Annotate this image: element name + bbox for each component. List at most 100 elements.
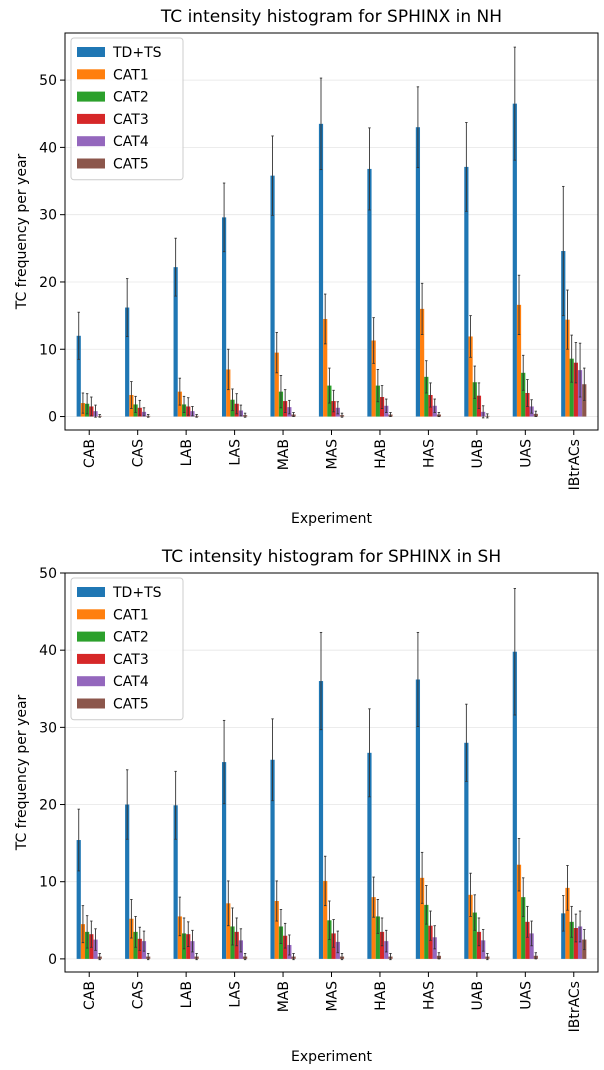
- legend-swatch: [77, 587, 105, 597]
- x-tick-label: IBtrACs: [567, 981, 583, 1032]
- chart-panel-2: 0 10 20 30 40 50 CAB CAS LAB LAS MAB MAS HAB HAS UAB UA…: [14, 547, 599, 1065]
- bar-td-ts-hab: [367, 752, 372, 959]
- bar-cat1-mas: [323, 318, 328, 417]
- legend-label: CAT1: [113, 607, 149, 623]
- legend-swatch: [77, 698, 105, 709]
- x-tick-label: LAS: [228, 439, 244, 466]
- bar-td-ts-lab: [173, 805, 178, 959]
- y-tick-label: 20: [39, 275, 57, 291]
- y-tick-label: 0: [48, 410, 57, 426]
- y-tick-label: 10: [39, 875, 57, 891]
- bar-cat1-lab: [177, 916, 182, 959]
- legend-swatch: [77, 158, 105, 169]
- x-tick-label: UAB: [470, 981, 486, 1010]
- bar-cat2-uab: [472, 912, 477, 959]
- legend-swatch: [77, 136, 105, 147]
- bar-cat1-uas: [516, 864, 522, 959]
- bar-td-ts-uab: [464, 742, 469, 959]
- bar-cat3-has: [428, 925, 433, 959]
- bar-td-ts-uas: [512, 103, 517, 417]
- legend-swatch: [77, 47, 105, 57]
- bar-td-ts-uab: [464, 166, 469, 417]
- bar-cat1-mas: [323, 880, 328, 959]
- bar-cat1-mab: [274, 900, 279, 959]
- bar-td-ts-cas: [125, 804, 130, 959]
- chart-title: TC intensity histogram for SPHINX in SH: [161, 547, 501, 567]
- legend-swatch: [77, 631, 105, 642]
- x-tick-label: MAB: [276, 981, 292, 1012]
- bar-cat2-hab: [375, 916, 380, 959]
- legend-swatch: [77, 609, 105, 620]
- chart-panel-1: 0 10 20 30 40 50 CAB CAS LAB LAS MAB MAS HAB HAS UAB UA…: [14, 7, 599, 527]
- bar-td-ts-cab: [76, 335, 81, 417]
- bar-cat3-uas: [525, 921, 530, 959]
- bar-td-ts-mas: [318, 681, 324, 959]
- bar-cat1-has: [420, 877, 425, 959]
- y-tick-label: 10: [39, 342, 57, 358]
- legend-swatch: [77, 113, 105, 124]
- bar-cat1-mab: [274, 352, 279, 417]
- bar-cat1-las: [226, 369, 231, 417]
- legend-label: CAT4: [113, 134, 149, 150]
- bar-cat1-hab: [371, 897, 376, 959]
- bar-cat1-hab: [371, 340, 376, 417]
- bar-td-ts-las: [221, 217, 227, 417]
- bar-cat2-has: [424, 904, 429, 959]
- legend-label: CAT3: [113, 112, 149, 128]
- y-tick-label: 20: [39, 798, 57, 814]
- bar-cat3-ibtracs: [573, 362, 578, 417]
- y-tick-label: 50: [39, 566, 57, 582]
- legend-swatch: [77, 653, 105, 664]
- bar-cat2-uas: [521, 372, 526, 417]
- bar-td-ts-ibtracs: [561, 251, 566, 417]
- bar-cat2-ibtracs: [569, 921, 574, 959]
- bar-td-ts-uas: [512, 651, 517, 959]
- y-tick-label: 50: [39, 73, 57, 89]
- legend: TD+TS CAT1 CAT2 CAT3 CAT4 CAT5: [70, 37, 184, 181]
- bar-td-ts-ibtracs: [561, 913, 566, 959]
- x-tick-label: UAS: [518, 981, 534, 1010]
- x-tick-label: CAB: [82, 981, 98, 1010]
- bar-td-ts-has: [415, 679, 421, 959]
- x-tick-label: UAB: [470, 439, 486, 468]
- bar-td-ts-cab: [76, 840, 81, 959]
- bar-cat4-ibtracs: [577, 926, 583, 959]
- legend-swatch: [77, 676, 105, 687]
- x-tick-label: CAB: [82, 439, 98, 468]
- bar-td-ts-mab: [270, 759, 275, 959]
- bar-cat1-cas: [129, 918, 134, 959]
- legend-label: CAT4: [113, 674, 149, 690]
- legend-label: CAT2: [113, 630, 149, 646]
- y-tick-label: 30: [39, 720, 57, 736]
- x-axis-label: Experiment: [291, 1049, 372, 1065]
- x-tick-label: HAS: [421, 439, 437, 468]
- y-axis-label: TC frequency per year: [14, 153, 30, 310]
- y-tick-label: 40: [39, 643, 57, 659]
- bar-cat1-uab: [468, 336, 473, 417]
- bar-td-ts-mab: [270, 175, 275, 417]
- x-tick-label: CAS: [131, 439, 147, 467]
- bar-td-ts-has: [415, 127, 421, 417]
- bar-cat1-ibtracs: [565, 319, 570, 417]
- x-tick-label: HAB: [373, 981, 389, 1011]
- bar-cat1-las: [226, 903, 231, 959]
- y-tick-label: 0: [48, 952, 57, 968]
- legend-label: CAT3: [113, 652, 149, 668]
- bar-td-ts-cas: [125, 307, 130, 417]
- legend-swatch: [77, 69, 105, 80]
- legend-label: CAT5: [113, 157, 149, 173]
- x-tick-label: MAS: [325, 439, 341, 470]
- x-tick-label: MAS: [325, 981, 341, 1012]
- bar-cat1-uab: [468, 894, 473, 959]
- bar-td-ts-las: [221, 762, 227, 959]
- y-tick-label: 40: [39, 140, 57, 156]
- legend-label: TD+TS: [112, 45, 162, 61]
- bar-cat1-has: [420, 308, 425, 417]
- legend-label: CAT5: [113, 697, 149, 713]
- bar-cat1-uas: [516, 304, 522, 417]
- bar-cat2-uab: [472, 382, 477, 417]
- x-tick-label: CAS: [131, 981, 147, 1009]
- x-tick-label: IBtrACs: [567, 439, 583, 490]
